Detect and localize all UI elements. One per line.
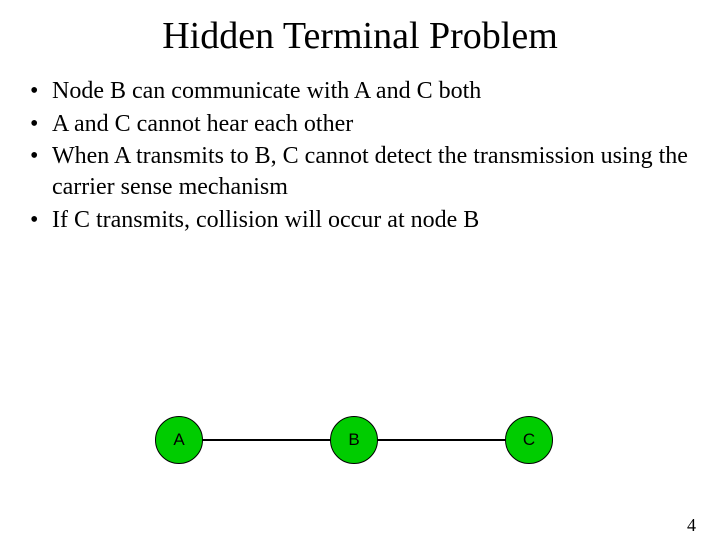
bullet-list: Node B can communicate with A and C both… [30, 76, 690, 236]
diagram-node-a: A [155, 416, 203, 464]
diagram-node-c: C [505, 416, 553, 464]
list-item: If C transmits, collision will occur at … [30, 205, 690, 236]
diagram-edge [179, 439, 354, 441]
network-diagram: A B C [0, 394, 720, 494]
list-item: When A transmits to B, C cannot detect t… [30, 141, 690, 202]
page-title: Hidden Terminal Problem [0, 14, 720, 58]
page-number: 4 [687, 515, 696, 536]
diagram-node-b: B [330, 416, 378, 464]
list-item: Node B can communicate with A and C both [30, 76, 690, 107]
diagram-edge [354, 439, 529, 441]
list-item: A and C cannot hear each other [30, 109, 690, 140]
